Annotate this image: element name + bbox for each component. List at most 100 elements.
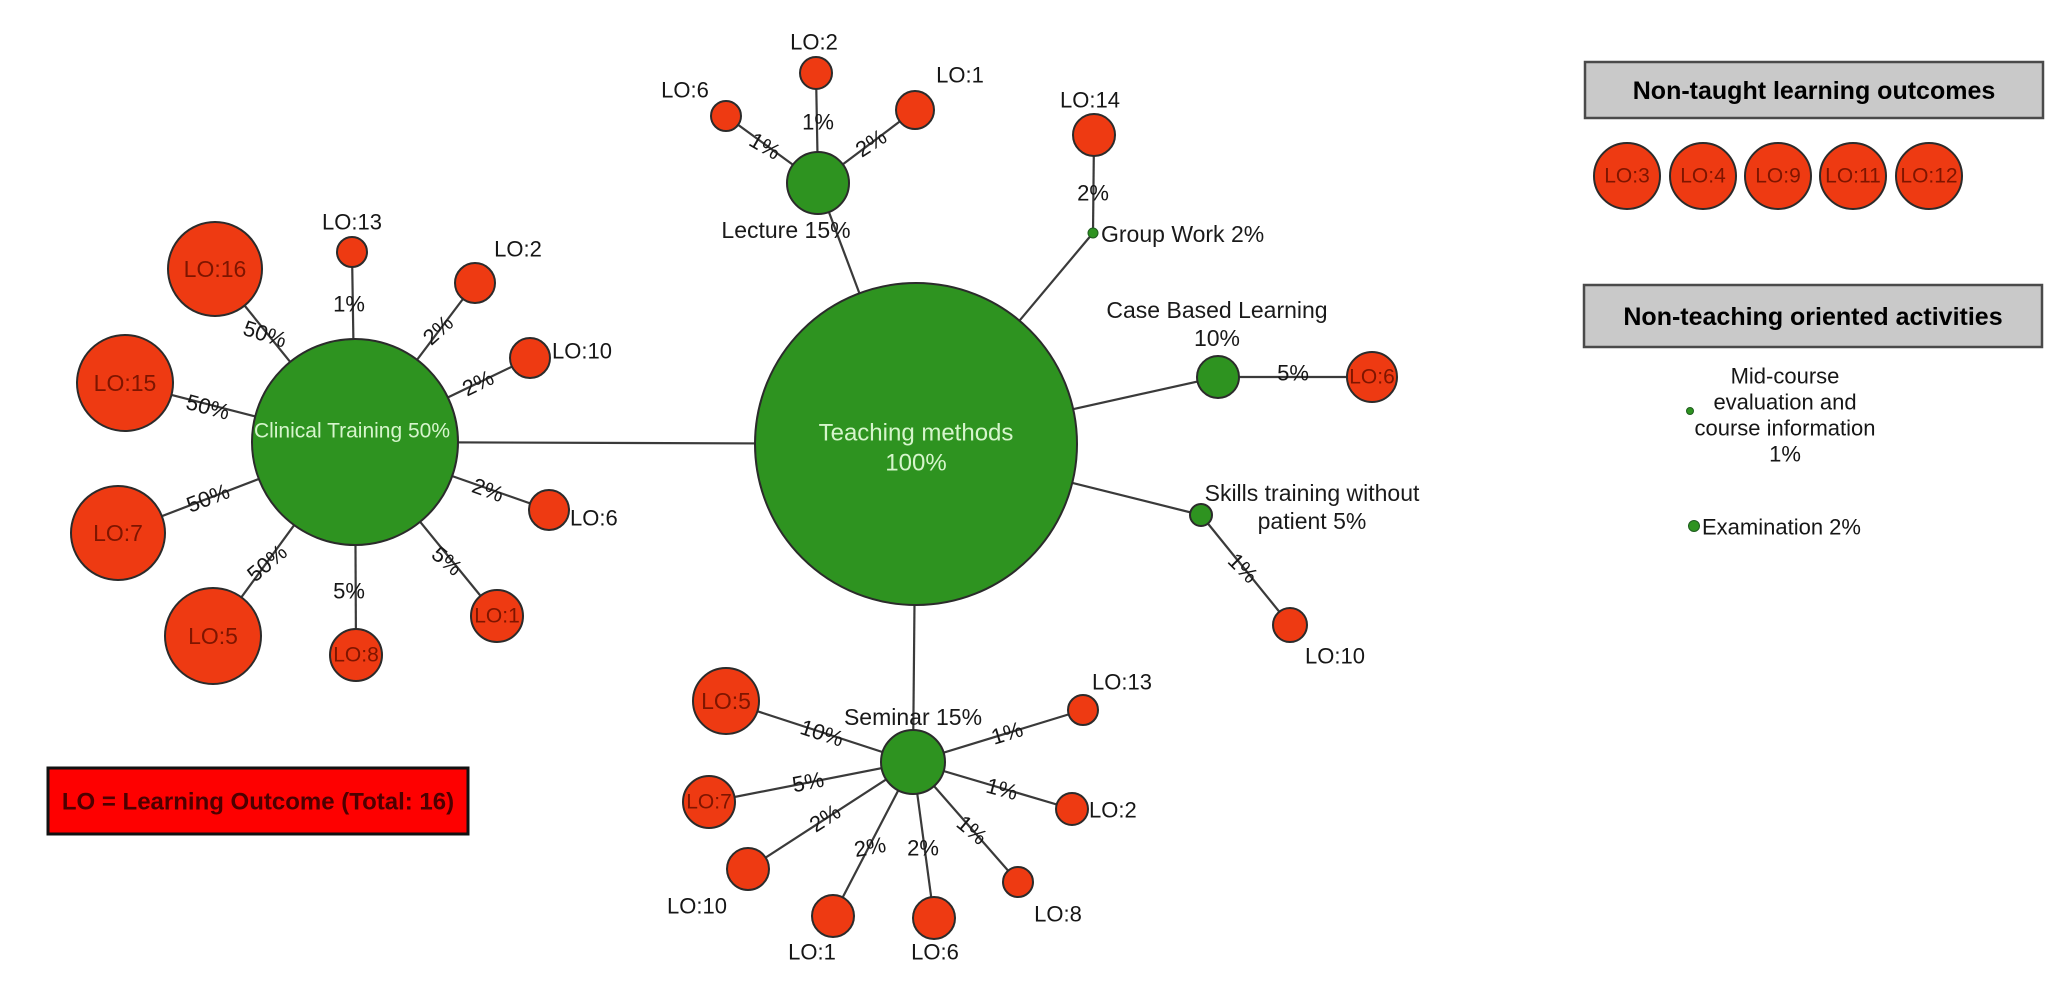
legend-key-box [46, 766, 470, 836]
skills-label-line2: patient 5% [1258, 508, 1367, 534]
clinical-lo15-pct: 50% [183, 389, 232, 425]
lecture-lo2-node [799, 56, 833, 90]
clinical-lo7-label: LO:7 [93, 520, 143, 546]
lecture-lo1-node [895, 90, 935, 130]
non-taught-lo9-label: LO:9 [1755, 165, 1801, 188]
clinical-lo1-label: LO:1 [474, 605, 520, 628]
edge-skills-lo10 [1200, 514, 1291, 626]
seminar-lo2-node [1055, 792, 1089, 826]
seminar-lo1-label: LO:1 [788, 940, 836, 965]
seminar-lo1-pct: 2% [852, 832, 888, 862]
seminar-lo10-pct: 2% [805, 799, 845, 837]
non-taught-lo3-node [1593, 142, 1661, 210]
clinical-lo1-pct: 5% [427, 541, 467, 581]
casebased-lo6-pct: 5% [1277, 361, 1309, 386]
lecture-node [786, 151, 850, 215]
non-taught-header-box [1583, 60, 2045, 120]
skills-label-line1: Skills training without [1205, 480, 1420, 506]
non-teaching-panel: Non-teaching oriented activities Mid-cou… [1582, 283, 2044, 540]
non-teaching-header-box [1582, 283, 2044, 349]
lecture-lo6-node [710, 100, 742, 132]
groupwork-lo14-label: LO:14 [1060, 88, 1120, 113]
mid-course-line2: evaluation and [1713, 390, 1856, 415]
seminar-lo10-node [726, 847, 770, 891]
seminar-lo6-pct: 2% [907, 836, 939, 861]
lecture-lo1-pct: 2% [851, 124, 891, 162]
non-taught-lo4-label: LO:4 [1680, 165, 1726, 188]
case-based-label-line1: Case Based Learning [1106, 297, 1327, 323]
examination-dot [1688, 520, 1700, 532]
clinical-lo10-node [509, 337, 551, 379]
clinical-lo10-pct: 2% [458, 365, 498, 401]
clinical-lo6-node [528, 489, 570, 531]
seminar-lo2-pct: 1% [983, 773, 1020, 805]
case-based-node [1196, 355, 1240, 399]
non-taught-panel: Non-taught learning outcomes LO:3 LO:4 L… [1583, 60, 2045, 210]
clinical-lo2-node [454, 262, 496, 304]
group-work-label: Group Work 2% [1101, 221, 1264, 247]
seminar-lo13-pct: 1% [988, 716, 1026, 749]
seminar-lo6-node [912, 896, 956, 940]
non-teaching-title: Non-teaching oriented activities [1623, 303, 2002, 331]
non-taught-title: Non-taught learning outcomes [1633, 77, 1996, 105]
clinical-lo13-label: LO:13 [322, 210, 382, 235]
legend: LO = Learning Outcome (Total: 16) [46, 766, 470, 836]
seminar-lo5-node [692, 667, 760, 735]
non-taught-lo12-node [1895, 142, 1963, 210]
seminar-lo8-pct: 1% [952, 810, 992, 850]
seminar-lo7-pct: 5% [790, 767, 826, 798]
legend-key-label: LO = Learning Outcome (Total: 16) [62, 789, 454, 816]
clinical-lo8-pct: 5% [333, 579, 365, 604]
lecture-lo1-label: LO:1 [936, 63, 984, 88]
group-work-node [1087, 227, 1099, 239]
clinical-lo8-label: LO:8 [333, 644, 379, 667]
clinical-lo7-pct: 50% [183, 478, 233, 517]
seminar-lo8-node [1002, 866, 1034, 898]
method-labels: Teaching methods 100% Clinical Training … [254, 217, 1420, 730]
mid-course-line1: Mid-course [1731, 364, 1840, 389]
seminar-lo13-label: LO:13 [1092, 670, 1152, 695]
lecture-label: Lecture 15% [721, 217, 850, 243]
clinical-lo10-label: LO:10 [552, 339, 612, 364]
clinical-lo15-node [76, 334, 174, 432]
clinical-lo6-label: LO:6 [570, 506, 618, 531]
examination-label: Examination 2% [1702, 515, 1861, 540]
seminar-lo5-label: LO:5 [701, 688, 751, 714]
non-taught-lo9-node [1744, 142, 1812, 210]
mid-course-line3: course information [1695, 416, 1876, 441]
clinical-lo8-node [329, 628, 383, 682]
clinical-lo13-node [336, 236, 368, 268]
outcome-nodes [70, 56, 1398, 940]
lecture-lo2-label: LO:2 [790, 30, 838, 55]
seminar-lo13-node [1067, 694, 1099, 726]
seminar-lo7-label: LO:7 [686, 791, 732, 814]
seminar-lo6-label: LO:6 [911, 940, 959, 965]
skills-lo10-node [1272, 607, 1308, 643]
teaching-methods-label-line2: 100% [885, 450, 946, 477]
seminar-node [880, 729, 946, 795]
clinical-lo15-label: LO:15 [94, 370, 157, 396]
seminar-lo7-node [682, 775, 736, 829]
clinical-lo16-label: LO:16 [184, 256, 247, 282]
non-taught-lo12-label: LO:12 [1900, 165, 1957, 188]
lecture-outcome-labels: LO:6 1% LO:2 1% LO:1 2% [661, 30, 984, 165]
non-taught-lo4-node [1669, 142, 1737, 210]
groupwork-lo14-node [1072, 113, 1116, 157]
method-nodes [251, 151, 1240, 795]
clinical-training-node [251, 338, 459, 546]
clinical-lo16-pct: 50% [240, 315, 290, 352]
skills-lo10-pct: 1% [1223, 548, 1263, 588]
clinical-lo6-pct: 2% [469, 473, 507, 507]
non-taught-lo11-label: LO:11 [1825, 165, 1881, 188]
edge-seminar-lo7 [708, 760, 914, 804]
lecture-lo6-label: LO:6 [661, 78, 709, 103]
casebased-lo6-label: LO:6 [1349, 366, 1395, 389]
mid-course-dot [1686, 407, 1694, 415]
skills-training-node [1189, 503, 1213, 527]
non-taught-lo11-node [1819, 142, 1887, 210]
clinical-lo7-node [70, 485, 166, 581]
seminar-lo8-label: LO:8 [1034, 902, 1082, 927]
teaching-methods-label-line1: Teaching methods [819, 420, 1014, 447]
